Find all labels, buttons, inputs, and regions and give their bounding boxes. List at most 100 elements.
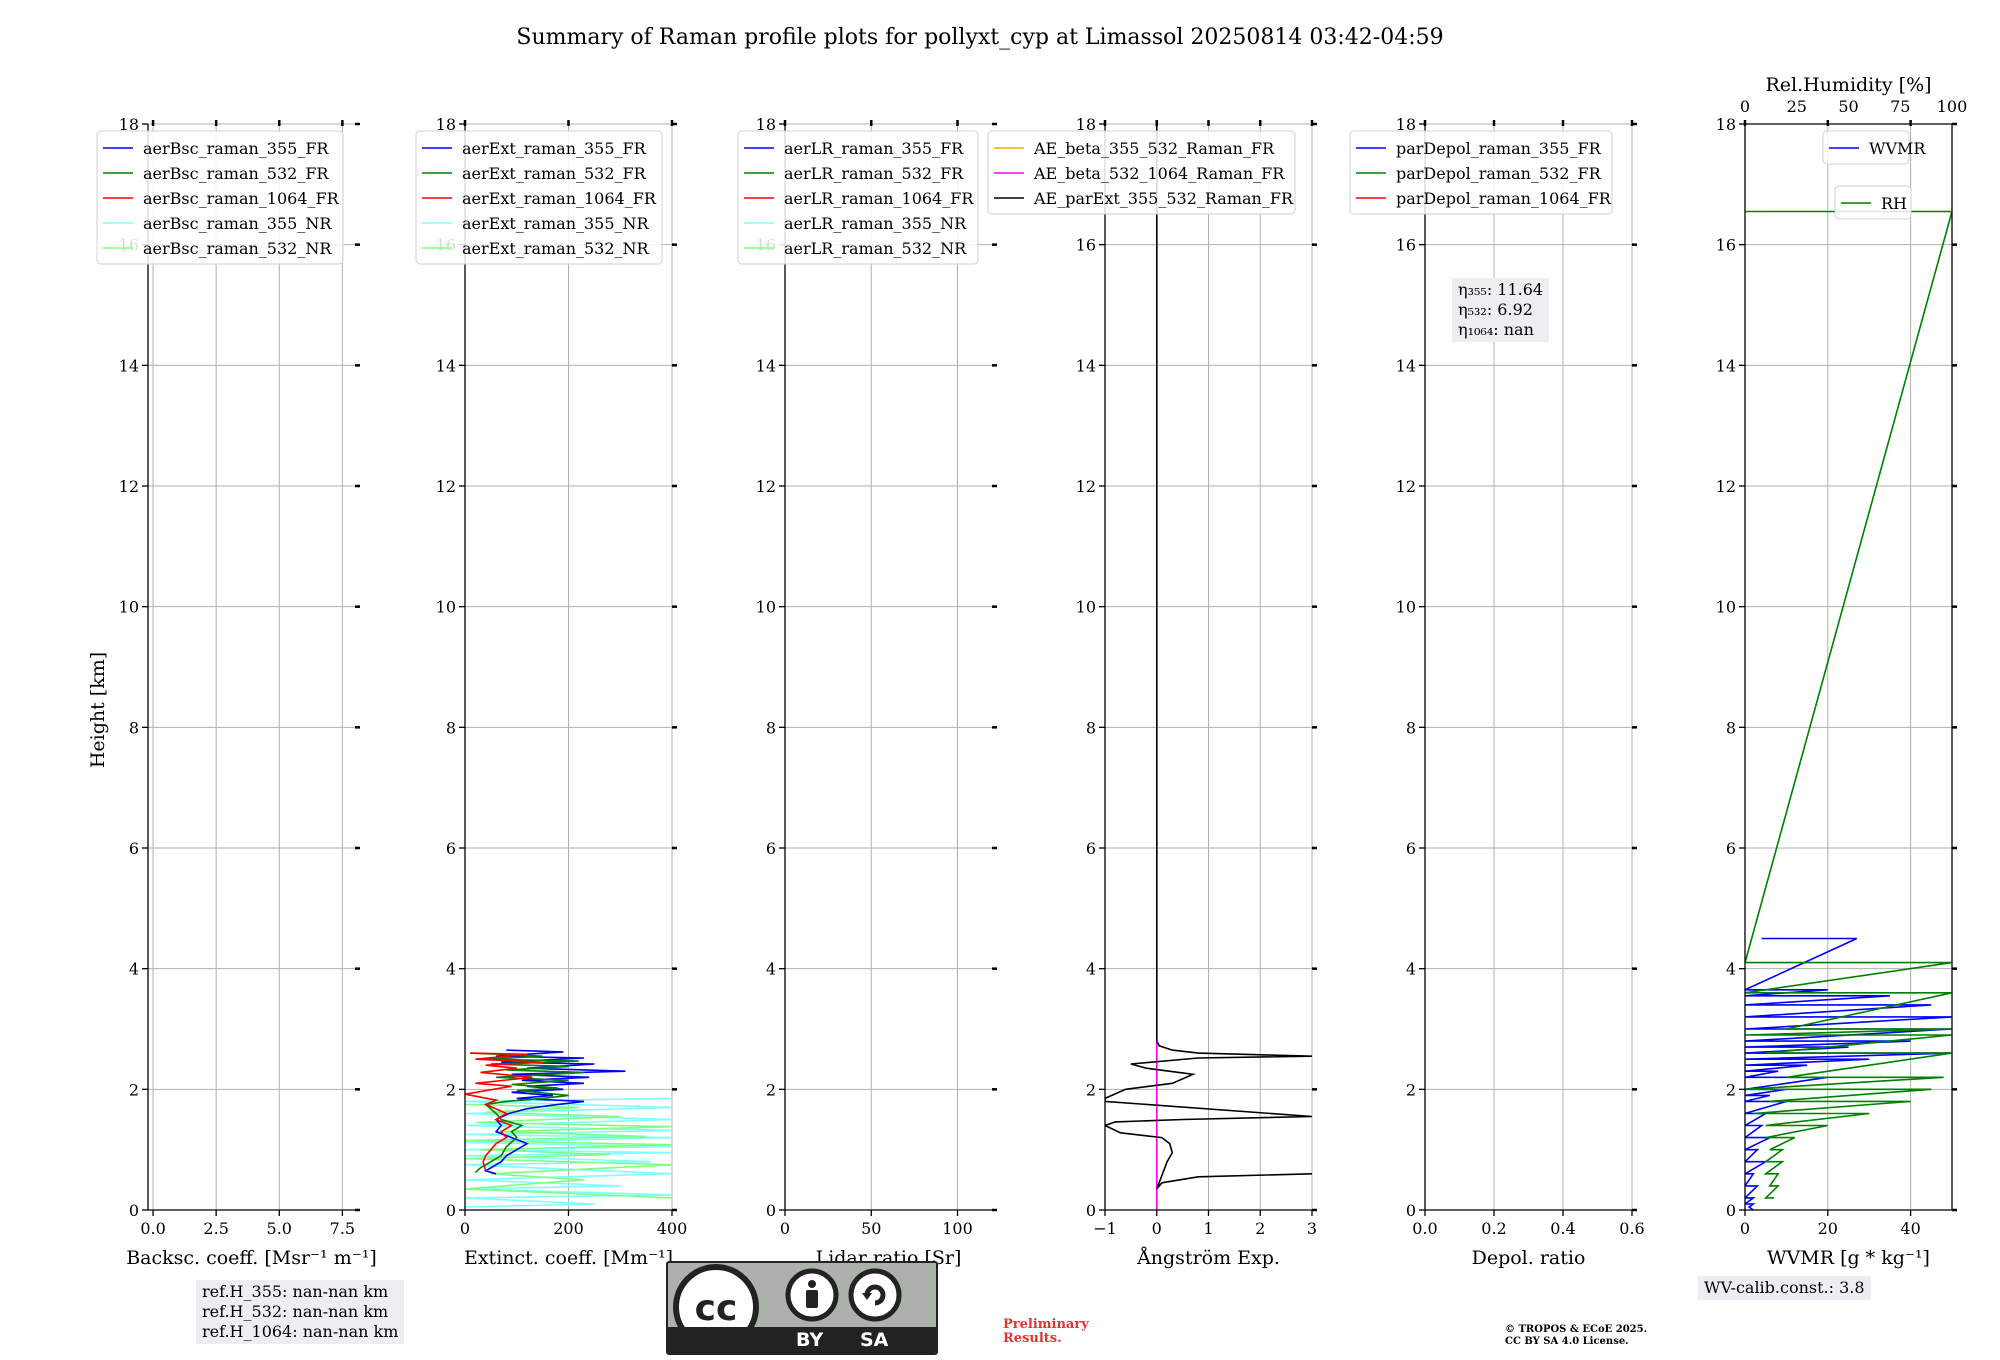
legend-box-rh xyxy=(1834,185,1912,220)
y-tick-label: 12 xyxy=(1396,477,1416,496)
panel-ext: 0246810121416180200400Extinct. coeff. [M… xyxy=(415,115,687,1269)
series-line xyxy=(1745,210,1952,1199)
eta-355: η₃₅₅: 11.64 xyxy=(1458,280,1544,299)
preliminary-line-2: Results. xyxy=(1003,1331,1062,1346)
cc-license-bar xyxy=(668,1327,936,1353)
legend-box xyxy=(737,130,979,265)
top-x-tick-label: 50 xyxy=(1838,97,1858,116)
y-tick-label: 2 xyxy=(766,1080,776,1099)
x-tick-label: 50 xyxy=(861,1219,881,1238)
legend-label: aerBsc_raman_1064_FR xyxy=(143,189,340,208)
y-tick-label: 6 xyxy=(766,839,776,858)
top-x-axis-label: Rel.Humidity [%] xyxy=(1765,74,1931,96)
y-tick-label: 18 xyxy=(1076,115,1096,134)
x-tick-label: 0.4 xyxy=(1550,1219,1575,1238)
top-x-tick-label: 0 xyxy=(1740,97,1750,116)
legend-label: parDepol_raman_1064_FR xyxy=(1396,189,1612,208)
y-tick-label: 12 xyxy=(1076,477,1096,496)
ref-height-box: ref.H_355: nan-nan km ref.H_532: nan-nan… xyxy=(196,1280,405,1344)
y-tick-label: 4 xyxy=(1726,960,1736,979)
y-tick-label: 10 xyxy=(119,598,139,617)
y-tick-label: 0 xyxy=(446,1201,456,1220)
preliminary-note: Preliminary Results. xyxy=(1003,1318,1089,1346)
y-tick-label: 18 xyxy=(1716,115,1736,134)
panel-depol: 0 2 4 6 8 10 12 14 16 18 0.0 0.2 0.4 0.6 Depol. ratio p… xyxy=(1349,115,1645,1269)
x-tick-label: 5.0 xyxy=(267,1219,292,1238)
figure-title: Summary of Raman profile plots for polly… xyxy=(516,25,1443,50)
y-tick-label: 14 xyxy=(1396,356,1416,375)
legend-label: AE_beta_532_1064_Raman_FR xyxy=(1033,164,1285,183)
copyright-line-2: CC BY SA 4.0 License. xyxy=(1505,1336,1629,1347)
y-tick-label: 10 xyxy=(1396,598,1416,617)
legend-label: aerExt_raman_355_FR xyxy=(462,139,647,158)
legend-label: aerLR_raman_532_NR xyxy=(784,239,967,258)
x-tick-label: 0 xyxy=(1152,1219,1162,1238)
x-tick-label: 2 xyxy=(1255,1219,1265,1238)
y-tick-label: 16 xyxy=(1076,236,1096,255)
y-tick-label: 18 xyxy=(1396,115,1416,134)
legend-label: aerExt_raman_532_FR xyxy=(462,164,647,183)
legend-box xyxy=(415,130,663,265)
x-tick-label: 0.2 xyxy=(1481,1219,1506,1238)
y-tick-label: 2 xyxy=(129,1080,139,1099)
preliminary-line-1: Preliminary xyxy=(1003,1317,1089,1332)
y-tick-label: 0 xyxy=(1726,1201,1736,1220)
y-tick-label: 12 xyxy=(119,477,139,496)
y-tick-label: 4 xyxy=(1086,960,1096,979)
y-tick-label: 12 xyxy=(1716,477,1736,496)
y-tick-label: 2 xyxy=(1086,1080,1096,1099)
x-tick-label: 3 xyxy=(1307,1219,1317,1238)
legend-box xyxy=(1822,130,1910,165)
y-tick-label: 10 xyxy=(1076,598,1096,617)
ref-h-355: ref.H_355: nan-nan km xyxy=(202,1282,389,1301)
legend-label: WVMR xyxy=(1869,139,1926,158)
y-tick-label: 16 xyxy=(1716,236,1736,255)
legend-label: aerLR_raman_355_NR xyxy=(784,214,967,233)
legend-label: aerExt_raman_355_NR xyxy=(462,214,650,233)
legend-label: aerBsc_raman_532_NR xyxy=(143,239,332,258)
wv-calib-box: WV-calib.const.: 3.8 xyxy=(1698,1276,1871,1300)
x-axis-label: Ångström Exp. xyxy=(1136,1247,1280,1269)
x-tick-label: 20 xyxy=(1818,1219,1838,1238)
x-tick-label: 0 xyxy=(780,1219,790,1238)
legend-label: aerLR_raman_355_FR xyxy=(784,139,964,158)
legend-label: aerBsc_raman_355_FR xyxy=(143,139,329,158)
y-tick-label: 14 xyxy=(436,356,456,375)
svg-text:cc: cc xyxy=(695,1288,738,1329)
y-tick-label: 4 xyxy=(129,960,139,979)
top-x-tick-label: 75 xyxy=(1890,97,1910,116)
copyright-line-1: © TROPOS & ECoE 2025. xyxy=(1505,1324,1648,1335)
y-tick-label: 0 xyxy=(129,1201,139,1220)
x-tick-label: 2.5 xyxy=(203,1219,228,1238)
eta-532: η₅₃₂: 6.92 xyxy=(1458,300,1533,319)
y-tick-label: 10 xyxy=(1716,598,1736,617)
x-tick-label: 1 xyxy=(1203,1219,1213,1238)
legend-label: aerBsc_raman_532_FR xyxy=(143,164,329,183)
series-line xyxy=(465,1103,672,1199)
legend-box xyxy=(987,130,1296,215)
y-tick-label: 6 xyxy=(1086,839,1096,858)
x-tick-label: 200 xyxy=(553,1219,584,1238)
legend-label: AE_parExt_355_532_Raman_FR xyxy=(1033,189,1294,208)
x-axis-label: Extinct. coeff. [Mm⁻¹] xyxy=(464,1247,673,1269)
cc-by-label: BY xyxy=(796,1329,824,1351)
legend-label: aerExt_raman_532_NR xyxy=(462,239,650,258)
y-tick-label: 14 xyxy=(119,356,139,375)
x-axis-label: WVMR [g * kg⁻¹] xyxy=(1767,1247,1930,1269)
x-axis-label: Depol. ratio xyxy=(1472,1247,1586,1269)
top-x-tick-label: 25 xyxy=(1787,97,1807,116)
y-tick-label: 12 xyxy=(756,477,776,496)
y-tick-label: 6 xyxy=(446,839,456,858)
y-tick-label: 6 xyxy=(129,839,139,858)
y-tick-label: 14 xyxy=(1076,356,1096,375)
x-tick-label: 0 xyxy=(460,1219,470,1238)
y-tick-label: 0 xyxy=(1086,1201,1096,1220)
copyright-note: © TROPOS & ECoE 2025. CC BY SA 4.0 Licen… xyxy=(1505,1324,1647,1348)
legend-label: RH xyxy=(1881,194,1907,213)
legend-label: aerBsc_raman_355_NR xyxy=(143,214,332,233)
top-x-tick-label: 100 xyxy=(1937,97,1968,116)
depol-eta-box: η₃₅₅: 11.64 η₅₃₂: 6.92 η₁₀₆₄: nan xyxy=(1452,278,1550,342)
